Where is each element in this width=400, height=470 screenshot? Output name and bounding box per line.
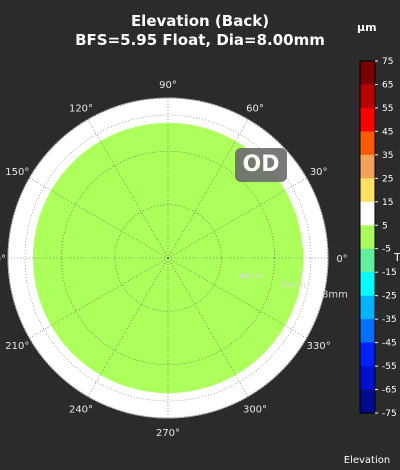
colorbar-segment [360, 389, 375, 414]
colorbar-tick-label: 35 [382, 151, 393, 161]
colorbar-tick-label: -75 [382, 409, 397, 419]
colorbar-unit: µm [357, 21, 377, 34]
colorbar-tick-label: 45 [382, 127, 393, 137]
angle-label: 210° [5, 341, 29, 352]
colorbar-segment [360, 107, 375, 132]
title-line-1: Elevation (Back) [130, 12, 270, 30]
grid-ring [24, 114, 312, 402]
angle-label: 270° [156, 428, 180, 439]
colorbar: 75 65 55 45 35 25 15 5 -5 -15 -25 -35 -45 -55 -65 -75 [359, 57, 397, 419]
colorbar-segment [360, 319, 375, 344]
radial-label: 6mm [280, 281, 306, 292]
colorbar-segment [360, 178, 375, 203]
grid-ring [61, 151, 275, 365]
colorbar-segment [360, 154, 375, 179]
colorbar-tick-label: -5 [382, 245, 391, 255]
radial-label: 4mm [239, 272, 265, 283]
title-line-2: BFS=5.95 Float, Dia=8.00mm [75, 31, 325, 49]
colorbar-tick-label: -45 [382, 339, 397, 349]
eye-badge: OD [235, 148, 287, 182]
grid-ring [114, 204, 222, 312]
radial-labels: 4mm 6mm 8mm [239, 272, 348, 301]
colorbar-tick-label: -35 [382, 315, 397, 325]
angle-label: 30° [310, 167, 328, 178]
colorbar-tick-label: 55 [382, 104, 393, 114]
colorbar-tick-label: -65 [382, 386, 397, 396]
colorbar-segment [360, 248, 375, 273]
polar-grid [7, 97, 329, 419]
colorbar-tick-label: -15 [382, 268, 397, 278]
colorbar-title: Elevation [343, 455, 391, 466]
colorbar-tick-label: 15 [382, 198, 393, 208]
colorbar-tick-label: 25 [382, 174, 393, 184]
angle-label: 150° [5, 167, 29, 178]
colorbar-frame [359, 60, 376, 414]
colorbar-side-letter: T [394, 251, 400, 264]
angle-label: 330° [307, 341, 331, 352]
colorbar-segment [360, 342, 375, 367]
angle-label: 120° [69, 103, 93, 114]
angle-label: 300° [243, 405, 267, 416]
angle-label: 60° [246, 103, 264, 114]
angle-label: 240° [69, 405, 93, 416]
colorbar-tick-label: 65 [382, 80, 393, 90]
colorbar-tick-label: -25 [382, 292, 397, 302]
colorbar-tick-label: 5 [382, 221, 388, 231]
colorbar-segment [360, 295, 375, 320]
angle-label: 0° [336, 254, 347, 265]
colorbar-segment [360, 201, 375, 226]
colorbar-segment [360, 61, 375, 85]
angle-labels: 0° 30° 60° 90° 120° 150° 180° 210° 240° 270° 300° 3… [0, 80, 348, 439]
colorbar-segment [360, 272, 375, 297]
radial-label: 8mm [322, 289, 348, 300]
angle-label: 180° [0, 254, 6, 265]
colorbar-segment [360, 131, 375, 156]
colorbar-tick-label: 75 [382, 57, 393, 67]
colorbar-segment [360, 366, 375, 391]
colorbar-segment [360, 225, 375, 250]
angle-label: 90° [159, 80, 177, 91]
chart-title: Elevation (Back) BFS=5.95 Float, Dia=8.0… [0, 12, 400, 50]
colorbar-segment [360, 84, 375, 109]
colorbar-tick-label: -55 [382, 362, 397, 372]
